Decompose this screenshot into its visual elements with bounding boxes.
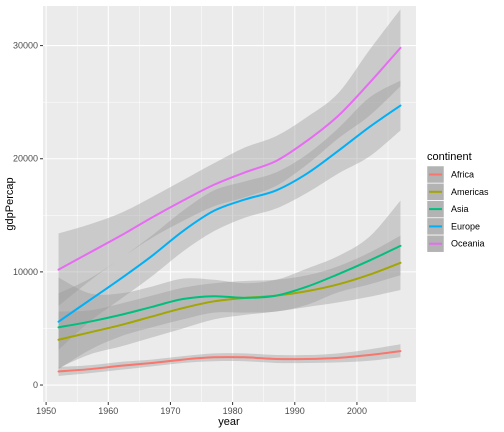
x-tick-label: 1980: [223, 406, 243, 416]
legend: continent Africa Americas Asia Europe Oceani…: [426, 151, 489, 253]
legend-label-europe: Europe: [451, 221, 480, 231]
y-tick-label: 20000: [13, 154, 38, 164]
line-americas: [57, 261, 402, 341]
ribbon-americas: [58, 235, 401, 369]
x-tick-label: 1950: [36, 406, 56, 416]
grid-major: [43, 6, 416, 402]
legend-title: continent: [427, 151, 472, 163]
y-tick-label: 0: [33, 380, 38, 390]
ribbon-africa: [58, 344, 401, 376]
legend-label-oceania: Oceania: [451, 239, 485, 249]
series-lines: [57, 46, 402, 373]
ribbon-asia: [58, 200, 401, 370]
legend-label-asia: Asia: [451, 204, 469, 214]
y-tick-label: 10000: [13, 267, 38, 277]
x-axis: 1950 1960 1970 1980 1990 2000: [36, 402, 367, 416]
ribbon-oceania: [58, 9, 401, 306]
line-africa: [57, 350, 402, 373]
y-axis-title: gdpPercap: [4, 177, 16, 230]
grid-minor: [43, 6, 416, 402]
y-axis: 0 10000 20000 30000: [13, 41, 43, 390]
ribbon-europe: [58, 80, 401, 350]
x-tick-label: 2000: [347, 406, 367, 416]
x-axis-title: year: [218, 416, 240, 428]
legend-label-africa: Africa: [451, 170, 474, 180]
x-tick-label: 1970: [160, 406, 180, 416]
x-tick-label: 1960: [98, 406, 118, 416]
y-tick-label: 30000: [13, 41, 38, 51]
line-europe: [57, 104, 402, 323]
x-tick-label: 1990: [285, 406, 305, 416]
line-oceania: [57, 46, 402, 271]
confidence-ribbons: [58, 9, 401, 376]
legend-label-americas: Americas: [451, 187, 489, 197]
line-asia: [57, 244, 402, 329]
